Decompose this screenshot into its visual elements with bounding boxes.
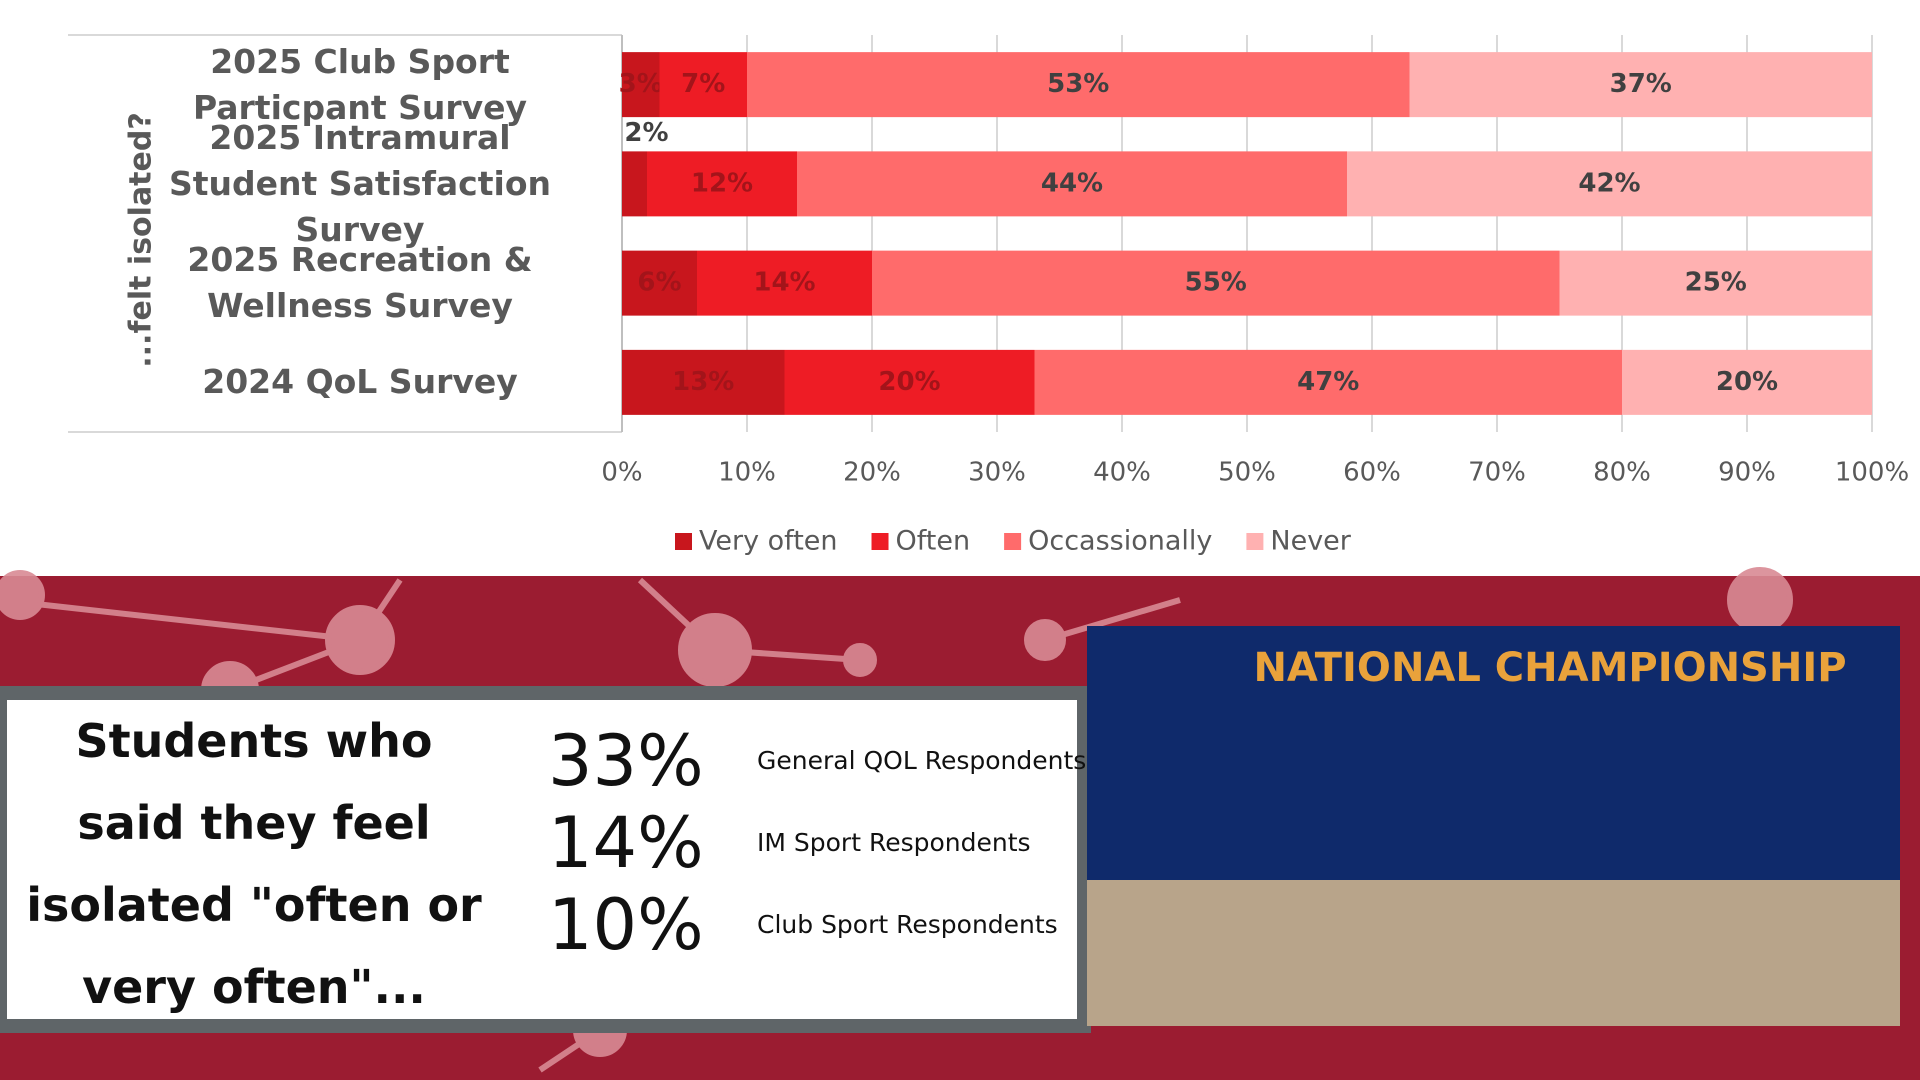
value-label: 2% (624, 118, 668, 148)
stat-label: IM Sport Respondents (757, 828, 1031, 857)
callout-heading: Students who said they feel isolated "of… (26, 714, 482, 1014)
stat-label: General QOL Respondents (757, 746, 1087, 775)
value-label: 42% (1578, 168, 1640, 198)
legend-label: Very often (699, 526, 838, 557)
y-tick-label: 2025 Intramural Student Satisfaction Sur… (169, 117, 551, 249)
x-tick-label: 40% (1093, 458, 1151, 488)
stat-figure: 14% (548, 802, 704, 884)
stat-figure: 10% (548, 884, 704, 966)
stat-label: Club Sport Respondents (757, 910, 1058, 939)
x-tick-label: 50% (1218, 458, 1276, 488)
bar-segment (697, 250, 872, 316)
legend-label: Often (896, 526, 971, 557)
bar-segment (622, 52, 660, 118)
photo-banner: NATIONAL CHAMPIONSHIP (1253, 645, 1846, 691)
bar-segment (1034, 349, 1622, 415)
bar-segment (784, 349, 1035, 415)
x-tick-label: 30% (968, 458, 1026, 488)
x-tick-label: 0% (601, 458, 642, 488)
decor (0, 567, 1793, 1073)
value-label: 53% (1047, 69, 1109, 99)
y-tick-label: 2025 Club Sport Particpant Survey (192, 41, 528, 127)
bar-segment (659, 52, 747, 118)
bar-segment (1409, 52, 1872, 118)
bar-segment (1559, 250, 1872, 316)
x-tick-label: 20% (843, 458, 901, 488)
bar-segment (1347, 151, 1872, 217)
x-tick-label: 80% (1593, 458, 1651, 488)
bar-segment (1622, 349, 1872, 415)
x-tick-label: 100% (1835, 458, 1909, 488)
x-tick-label: 10% (718, 458, 776, 488)
legend-label: Occassionally (1028, 526, 1212, 557)
stat-figure: 33% (548, 720, 704, 802)
bar-segment (797, 151, 1347, 217)
callout-box (0, 686, 1091, 1033)
x-tick-label: 60% (1343, 458, 1401, 488)
y-tick-label: 2025 Recreation & Wellness Survey (187, 240, 533, 326)
legend-swatch (1004, 533, 1022, 550)
bar-segment (872, 250, 1560, 316)
bar-segment (747, 52, 1410, 118)
value-label: 20% (1716, 367, 1778, 397)
value-label: 13% (672, 367, 734, 397)
value-label: 7% (681, 69, 725, 99)
value-label: 12% (691, 168, 753, 198)
legend-swatch (1246, 533, 1264, 550)
photo-ground (1087, 880, 1900, 1026)
value-label: 44% (1041, 168, 1103, 198)
value-label: 55% (1185, 268, 1247, 298)
value-label: 25% (1685, 268, 1747, 298)
value-label: 47% (1297, 367, 1359, 397)
bar-segment (622, 250, 697, 316)
x-tick-label: 90% (1718, 458, 1776, 488)
legend-swatch (871, 533, 889, 550)
legend-label: Never (1270, 526, 1351, 557)
value-label: 14% (753, 268, 815, 298)
bar-segment (622, 151, 647, 217)
value-label: 6% (637, 268, 681, 298)
y-tick-label: 2024 QoL Survey (202, 362, 518, 402)
x-tick-label: 70% (1468, 458, 1526, 488)
value-label: 37% (1610, 69, 1672, 99)
y-axis-label: ...felt isolated? (124, 112, 159, 368)
bar-segment (622, 349, 785, 415)
value-label: 3% (619, 69, 663, 99)
value-label: 20% (878, 367, 940, 397)
legend-swatch (675, 533, 692, 550)
bar-segment (647, 151, 797, 217)
